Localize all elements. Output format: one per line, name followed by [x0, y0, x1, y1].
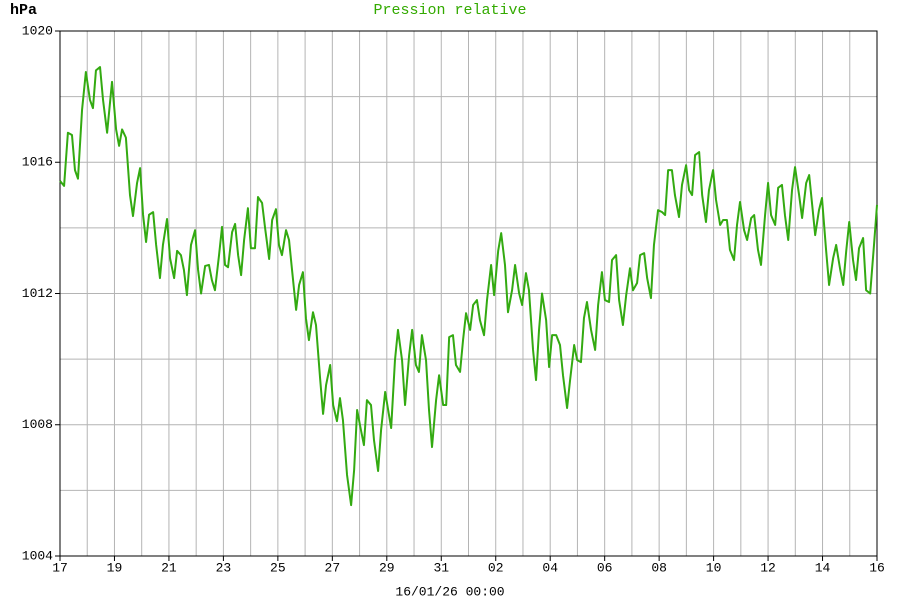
plot-frame [59, 30, 878, 557]
x-tick-label: 23 [216, 560, 232, 575]
y-tick-label: 1012 [22, 286, 53, 301]
x-tick-label: 08 [651, 560, 667, 575]
x-tick-label: 06 [597, 560, 613, 575]
x-tick-label: 16 [869, 560, 885, 575]
pressure-line [59, 66, 878, 507]
x-axis-label: 16/01/26 00:00 [395, 584, 504, 599]
x-tick-label: 12 [760, 560, 776, 575]
x-tick-label: 27 [325, 560, 341, 575]
y-tick-label: 1020 [22, 23, 53, 38]
x-tick-label: 25 [270, 560, 286, 575]
y-tick-label: 1008 [22, 417, 53, 432]
x-tick-label: 10 [706, 560, 722, 575]
y-tick-label: 1016 [22, 155, 53, 170]
x-tick-label: 17 [52, 560, 68, 575]
x-tick-label: 29 [379, 560, 395, 575]
x-tick-label: 21 [161, 560, 177, 575]
x-tick-label: 14 [815, 560, 831, 575]
chart-title: Pression relative [373, 2, 526, 19]
plot [59, 66, 878, 507]
x-tick-label: 04 [542, 560, 558, 575]
y-tick-label: 1004 [22, 548, 53, 563]
x-tick-label: 31 [433, 560, 449, 575]
x-tick-label: 02 [488, 560, 504, 575]
x-tick-label: 19 [107, 560, 123, 575]
y-axis-label: hPa [10, 2, 37, 19]
